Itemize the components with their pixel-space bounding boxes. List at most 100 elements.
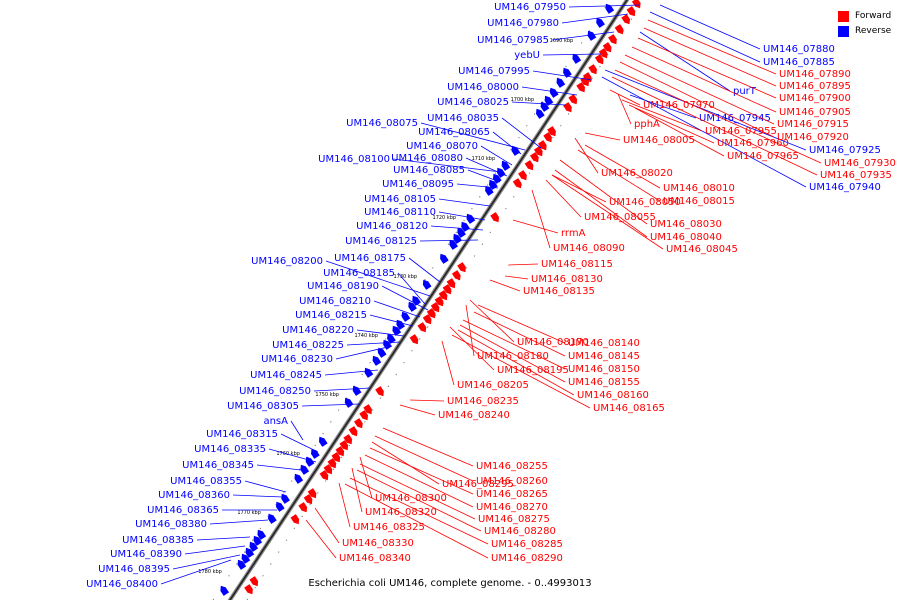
forward-gene-label: UM146_07960 bbox=[717, 138, 789, 149]
forward-gene-arrow bbox=[327, 458, 337, 469]
forward-gene-label: UM146_08005 bbox=[623, 135, 695, 146]
reverse-gene-arrow bbox=[268, 513, 277, 524]
forward-leader-line bbox=[359, 463, 476, 520]
reverse-gene-arrow bbox=[497, 167, 506, 178]
forward-gene-label: UM146_08040 bbox=[650, 232, 722, 243]
forward-gene-label: UM146_07965 bbox=[727, 151, 799, 162]
forward-leader-line bbox=[584, 132, 621, 141]
reverse-gene-arrow bbox=[440, 253, 449, 264]
forward-gene-label: UM146_08330 bbox=[342, 538, 414, 549]
reverse-leader-line bbox=[160, 559, 232, 585]
reverse-gene-arrow bbox=[563, 67, 572, 78]
forward-leader-line bbox=[624, 54, 775, 125]
reverse-gene-arrow bbox=[305, 456, 315, 467]
forward-gene-label: UM146_08135 bbox=[523, 286, 595, 297]
forward-gene-label: UM146_07970 bbox=[643, 100, 715, 111]
forward-gene-arrow bbox=[430, 302, 440, 313]
reverse-gene-label: UM146_07995 bbox=[458, 66, 530, 77]
forward-leader-line bbox=[364, 454, 474, 508]
forward-gene-label: UM146_08010 bbox=[663, 183, 735, 194]
forward-leader-line bbox=[477, 304, 566, 344]
forward-gene-label: UM146_08260 bbox=[476, 476, 548, 487]
forward-leader-line bbox=[619, 61, 775, 138]
forward-gene-arrow bbox=[348, 426, 358, 437]
forward-leader-line bbox=[551, 174, 607, 203]
forward-gene-label: UM146_08265 bbox=[476, 489, 548, 500]
reverse-gene-label: UM146_08385 bbox=[122, 535, 194, 546]
reverse-gene-arrow bbox=[249, 541, 259, 552]
reverse-gene-arrow bbox=[241, 553, 251, 564]
forward-gene-label: UM146_07915 bbox=[777, 119, 849, 130]
forward-leader-line bbox=[631, 46, 777, 113]
reverse-leader-line bbox=[356, 329, 405, 337]
forward-gene-arrow bbox=[457, 262, 466, 273]
forward-gene-arrow bbox=[442, 284, 452, 295]
forward-gene-arrow bbox=[363, 404, 372, 415]
forward-gene-label: UM146_08340 bbox=[339, 553, 411, 564]
reverse-gene-arrow bbox=[587, 30, 597, 41]
reverse-leader-line bbox=[369, 314, 414, 327]
reverse-leader-line bbox=[521, 86, 578, 96]
reverse-gene-label: purT bbox=[733, 86, 757, 97]
reverse-leader-line bbox=[373, 300, 421, 318]
reverse-leader-line bbox=[542, 53, 602, 56]
reverse-gene-label: UM146_08035 bbox=[427, 113, 499, 124]
forward-gene-label: UM146_08155 bbox=[568, 377, 640, 388]
reverse-gene-arrow bbox=[549, 87, 559, 98]
reverse-gene-label: UM146_08065 bbox=[418, 127, 490, 138]
forward-leader-line bbox=[344, 483, 489, 559]
forward-leader-line bbox=[382, 427, 474, 467]
reverse-gene-arrow bbox=[392, 325, 402, 336]
forward-gene-arrow bbox=[598, 48, 608, 59]
reverse-leader-line bbox=[629, 94, 697, 119]
forward-gene-arrow bbox=[331, 452, 341, 463]
reverse-leader-line bbox=[392, 158, 502, 173]
reverse-gene-arrow bbox=[449, 239, 458, 250]
reverse-leader-line bbox=[649, 11, 761, 63]
forward-gene-label: UM146_08050 bbox=[609, 197, 681, 208]
forward-leader-line bbox=[374, 435, 474, 482]
forward-gene-label: UM146_08270 bbox=[476, 502, 548, 513]
reverse-gene-label: UM146_08250 bbox=[239, 386, 311, 397]
forward-leader-line bbox=[399, 404, 436, 416]
legend-forward: Forward bbox=[838, 9, 898, 24]
reverse-gene-label: UM146_08110 bbox=[364, 207, 436, 218]
forward-gene-label: UM146_07890 bbox=[779, 69, 851, 80]
legend-reverse: Reverse bbox=[838, 24, 898, 39]
reverse-gene-label: UM146_07880 bbox=[763, 44, 835, 55]
forward-gene-label: UM146_08180 bbox=[477, 351, 549, 362]
forward-gene-arrow bbox=[576, 82, 585, 93]
forward-gene-arrow bbox=[602, 42, 612, 53]
scale-tick-label: 1710 kbp bbox=[472, 156, 496, 162]
reverse-gene-label: UM146_08245 bbox=[250, 370, 322, 381]
reverse-gene-arrow bbox=[501, 160, 511, 171]
forward-gene-arrow bbox=[323, 464, 333, 475]
forward-leader-line bbox=[545, 179, 582, 218]
forward-leader-line bbox=[621, 99, 703, 132]
forward-gene-label: UM146_07920 bbox=[777, 132, 849, 143]
forward-gene-label: UM146_08045 bbox=[666, 244, 738, 255]
forward-gene-label: UM146_08140 bbox=[568, 338, 640, 349]
reverse-gene-arrow bbox=[540, 101, 550, 112]
reverse-gene-arrow bbox=[253, 535, 263, 546]
reverse-gene-arrow bbox=[344, 397, 354, 408]
forward-gene-label: UM146_08130 bbox=[531, 274, 603, 285]
forward-gene-arrow bbox=[417, 322, 427, 333]
reverse-leader-line bbox=[184, 545, 246, 555]
reverse-gene-arrow bbox=[220, 585, 229, 596]
forward-gene-arrow bbox=[319, 470, 329, 481]
reverse-leader-line bbox=[290, 420, 304, 441]
reverse-leader-line bbox=[280, 433, 319, 453]
forward-gene-arrow bbox=[375, 386, 384, 397]
reverse-gene-label: UM146_07940 bbox=[809, 182, 881, 193]
forward-gene-label: UM146_08195 bbox=[497, 365, 569, 376]
reverse-leader-line bbox=[438, 211, 486, 221]
legend-forward-label: Forward bbox=[855, 11, 892, 21]
forward-gene-label: UM146_08300 bbox=[375, 493, 447, 504]
reverse-gene-arrow bbox=[319, 436, 328, 447]
forward-leader-line bbox=[634, 107, 725, 157]
forward-gene-label: UM146_08020 bbox=[601, 168, 673, 179]
reverse-gene-label: UM146_08185 bbox=[323, 268, 395, 279]
forward-gene-label: UM146_07955 bbox=[705, 126, 777, 137]
